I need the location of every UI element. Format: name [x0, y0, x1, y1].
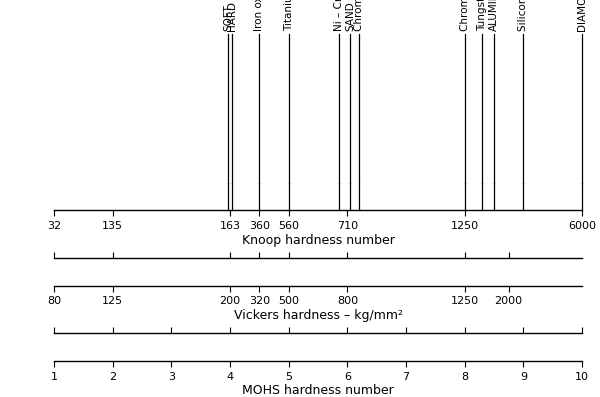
Text: Iron oxide: Iron oxide — [254, 0, 265, 31]
Text: SOFT: SOFT — [223, 4, 233, 31]
Text: DIAMOND: DIAMOND — [577, 0, 587, 31]
X-axis label: MOHS hardness number: MOHS hardness number — [242, 384, 394, 397]
Text: Silicon carbide: Silicon carbide — [518, 0, 529, 31]
Text: Titanium dioxide: Titanium dioxide — [284, 0, 293, 31]
Text: Ni – Cr – Bo: Ni – Cr – Bo — [334, 0, 344, 31]
X-axis label: Vickers hardness – kg/mm²: Vickers hardness – kg/mm² — [233, 309, 403, 322]
X-axis label: Knoop hardness number: Knoop hardness number — [242, 233, 394, 247]
Text: Chrome oxide: Chrome oxide — [460, 0, 470, 31]
Text: SAND: SAND — [345, 1, 355, 31]
Text: ALUMINA: ALUMINA — [489, 0, 499, 31]
Text: HARD: HARD — [227, 1, 237, 31]
Text: Tungsten carbide: Tungsten carbide — [477, 0, 487, 31]
Text: Chrome nitride, carbonize: Chrome nitride, carbonize — [354, 0, 364, 31]
